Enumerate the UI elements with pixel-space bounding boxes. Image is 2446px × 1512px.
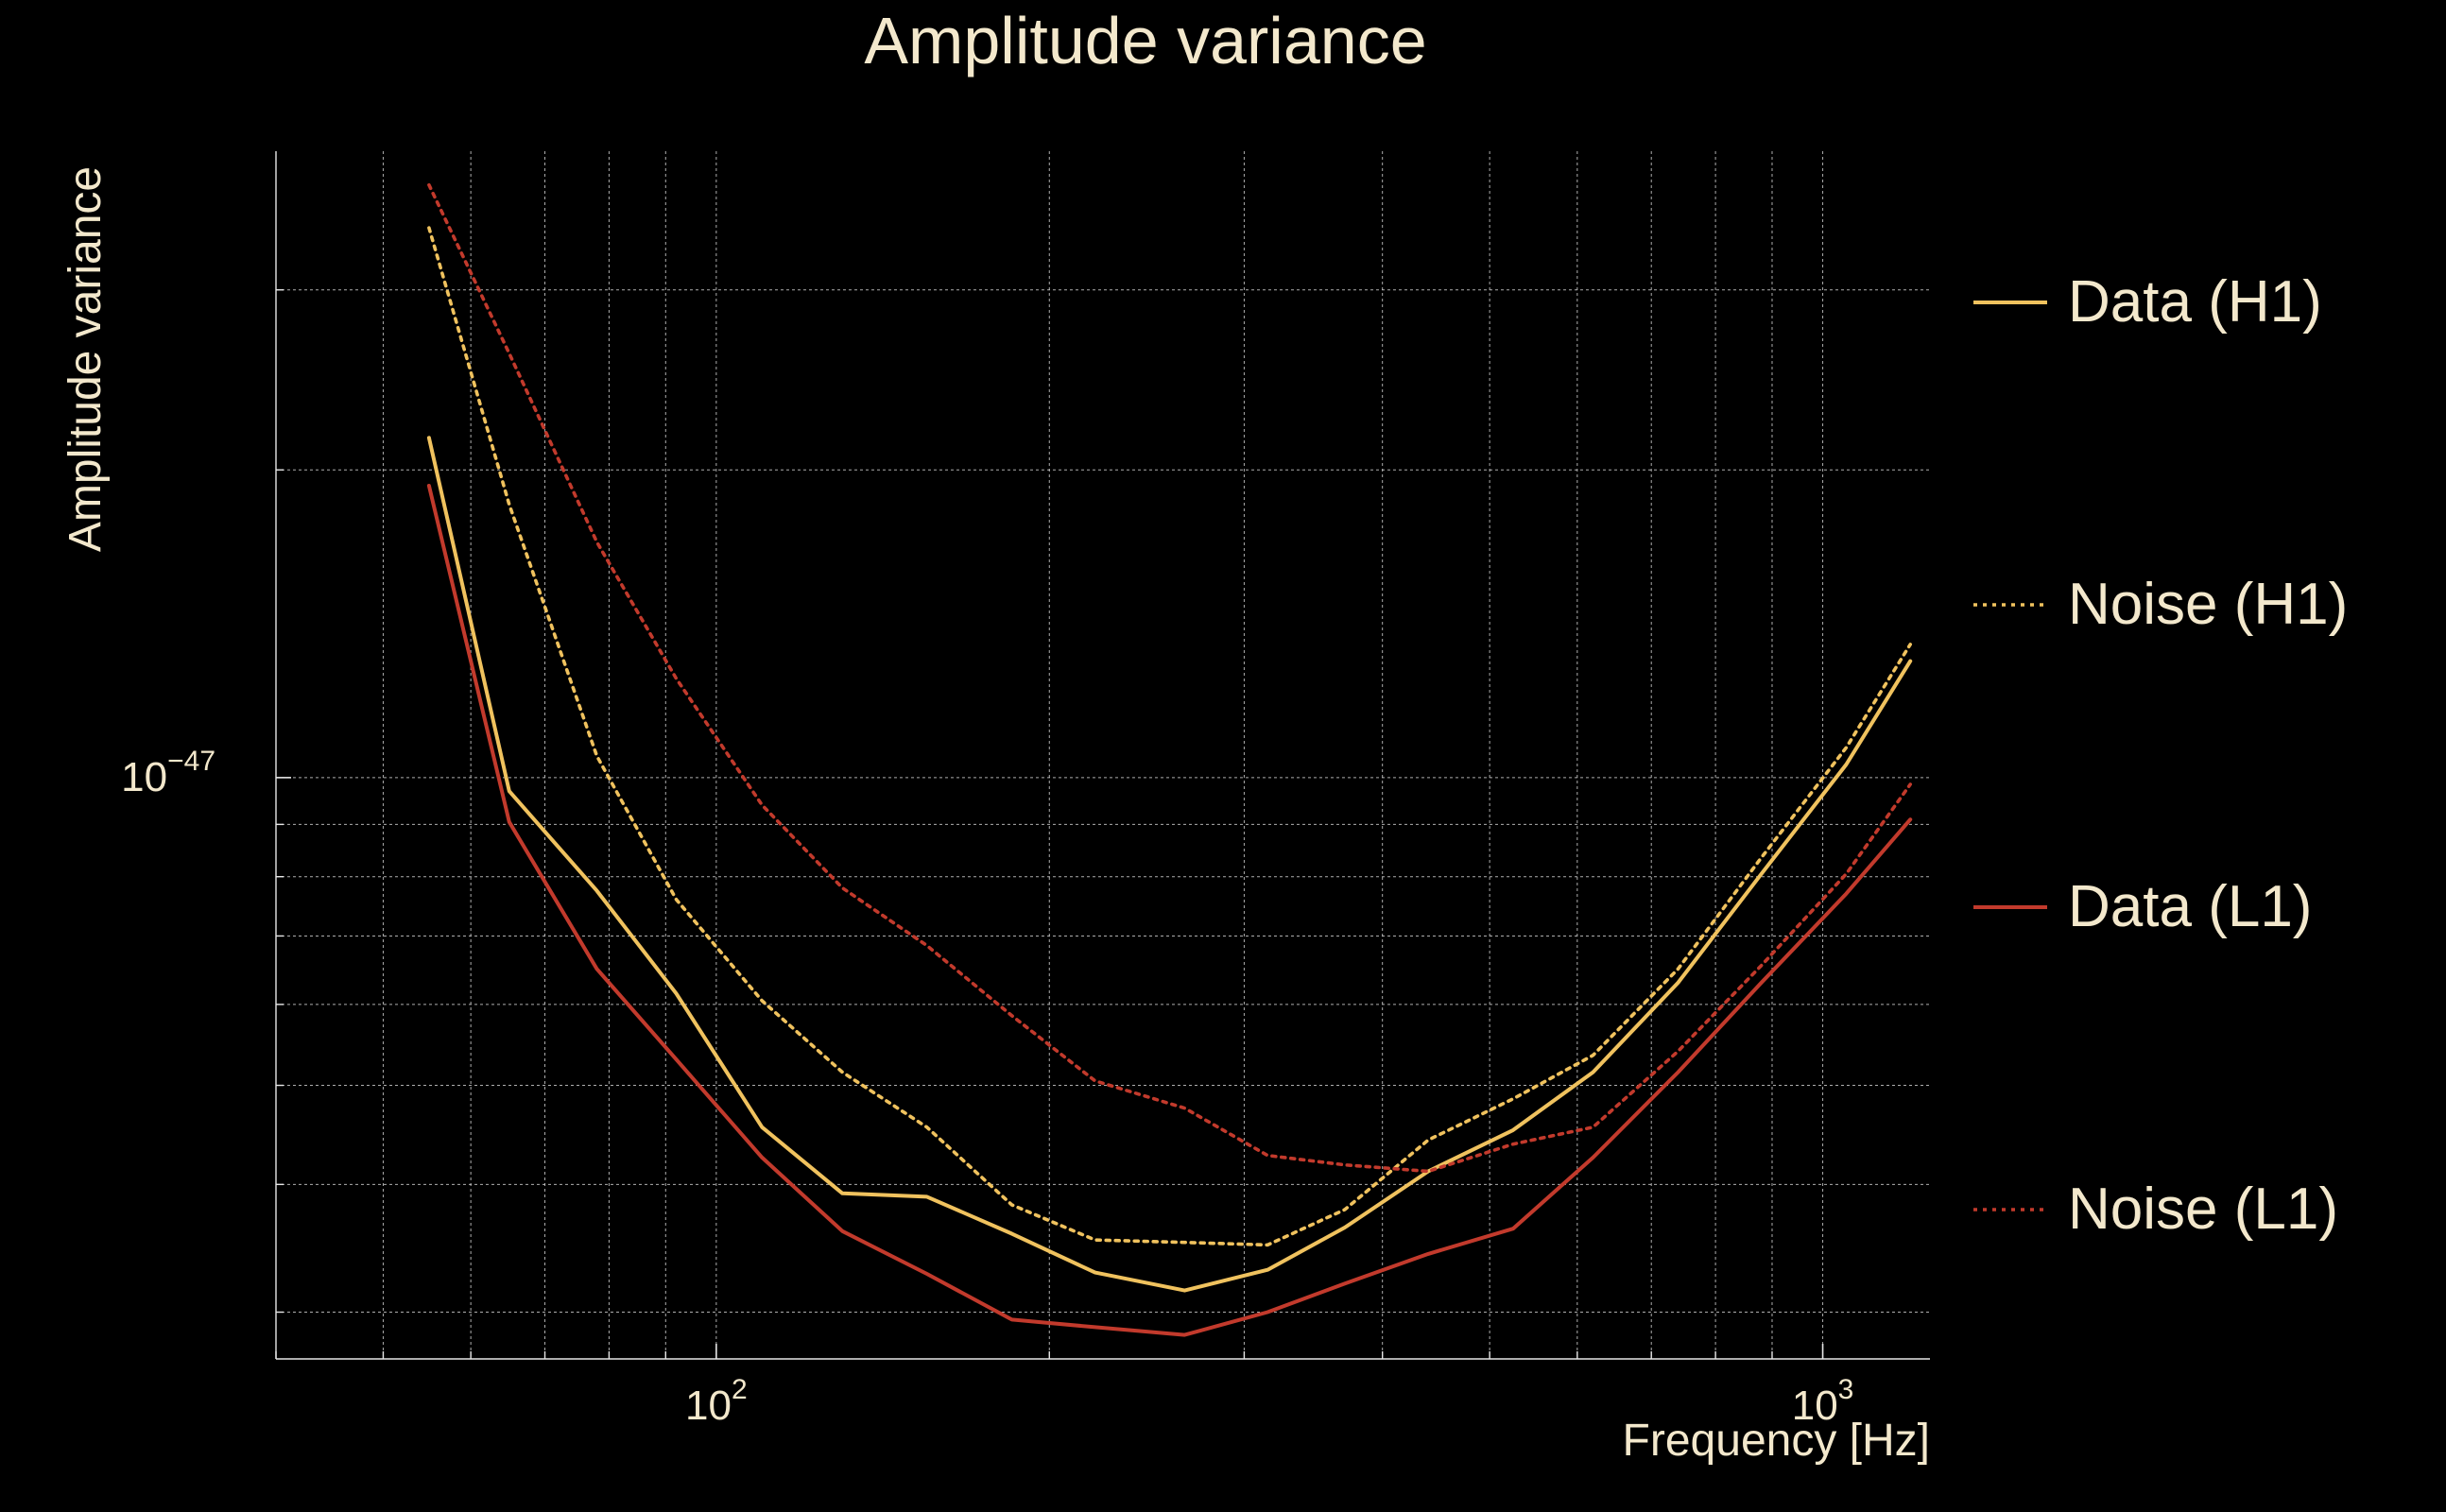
legend: Data (H1) Noise (H1) Data (L1) Noise (L1) bbox=[1973, 269, 2348, 1242]
grid bbox=[275, 151, 1930, 1359]
chart-title: Amplitude variance bbox=[864, 4, 1426, 77]
series-line-data-h1 bbox=[426, 436, 1913, 1293]
series-line-noise-h1 bbox=[427, 226, 1912, 1247]
legend-label-noise-h1: Noise (H1) bbox=[2068, 572, 2348, 637]
series-line-data-l1 bbox=[426, 484, 1913, 1337]
series-line-noise-l1 bbox=[427, 182, 1912, 1174]
legend-label-noise-l1: Noise (L1) bbox=[2068, 1177, 2338, 1242]
axes bbox=[275, 151, 1930, 1360]
series-layer bbox=[426, 182, 1913, 1337]
legend-label-data-l1: Data (L1) bbox=[2068, 874, 2312, 939]
x-axis-label: Frequency [Hz] bbox=[1623, 1416, 1930, 1466]
y-axis-label: Amplitude variance bbox=[60, 166, 111, 552]
legend-label-data-h1: Data (H1) bbox=[2068, 269, 2322, 335]
